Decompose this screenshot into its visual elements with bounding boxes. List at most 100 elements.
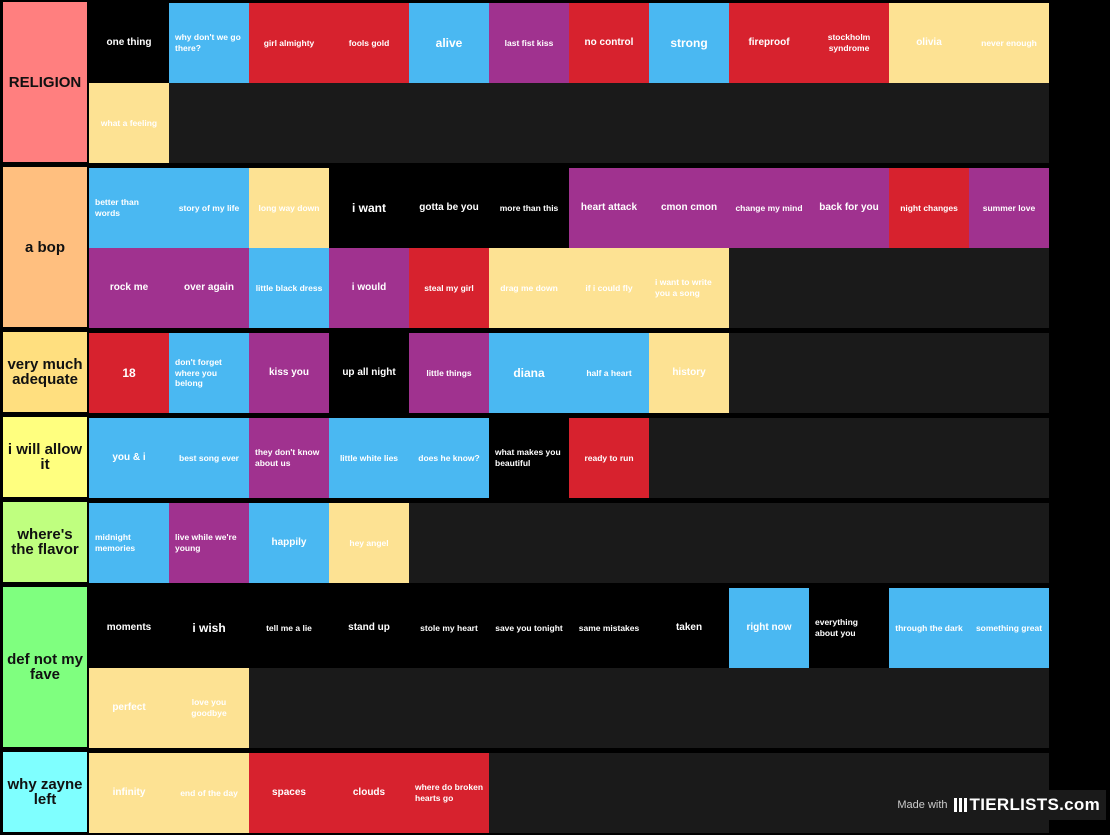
- tier-item-label: kiss you: [255, 367, 323, 380]
- tier-item-label: olivia: [895, 37, 963, 50]
- tier-item[interactable]: taken: [649, 588, 729, 668]
- tier-item[interactable]: little things: [409, 333, 489, 413]
- tier-item[interactable]: if i could fly: [569, 248, 649, 328]
- tier-item[interactable]: change my mind: [729, 168, 809, 248]
- tier-item[interactable]: midnight memories: [89, 503, 169, 583]
- tier-item[interactable]: cmon cmon: [649, 168, 729, 248]
- tier-item-label: something great: [975, 623, 1043, 634]
- tier-item-label: through the dark: [895, 623, 963, 634]
- tier-item[interactable]: olivia: [889, 3, 969, 83]
- tier-item[interactable]: live while we're young: [169, 503, 249, 583]
- tier-item[interactable]: heart attack: [569, 168, 649, 248]
- tier-item[interactable]: 18: [89, 333, 169, 413]
- tier-item-label: heart attack: [575, 202, 643, 215]
- tier-item-label: same mistakes: [575, 623, 643, 634]
- tier-item[interactable]: little black dress: [249, 248, 329, 328]
- tier-label[interactable]: where's the flavor: [3, 502, 87, 582]
- tier-item[interactable]: through the dark: [889, 588, 969, 668]
- tier-item[interactable]: ready to run: [569, 418, 649, 498]
- tier-item[interactable]: story of my life: [169, 168, 249, 248]
- tier-item[interactable]: something great: [969, 588, 1049, 668]
- tier-item[interactable]: rock me: [89, 248, 169, 328]
- tier-item[interactable]: what makes you beautiful: [489, 418, 569, 498]
- tier-item[interactable]: fireproof: [729, 3, 809, 83]
- tier-item[interactable]: i would: [329, 248, 409, 328]
- tier-item[interactable]: they don't know about us: [249, 418, 329, 498]
- tier-item[interactable]: summer love: [969, 168, 1049, 248]
- tier-item[interactable]: half a heart: [569, 333, 649, 413]
- tier-item[interactable]: up all night: [329, 333, 409, 413]
- tier-item[interactable]: diana: [489, 333, 569, 413]
- tier-label[interactable]: a bop: [3, 167, 87, 327]
- tier-label-text: def not my fave: [3, 652, 87, 682]
- tier-item-label: what makes you beautiful: [495, 447, 563, 468]
- tier-item[interactable]: you & i: [89, 418, 169, 498]
- tier-item-label: diana: [495, 366, 563, 381]
- tier-item[interactable]: stockholm syndrome: [809, 3, 889, 83]
- tier-item[interactable]: steal my girl: [409, 248, 489, 328]
- tier-item[interactable]: tell me a lie: [249, 588, 329, 668]
- tier-item[interactable]: end of the day: [169, 753, 249, 833]
- tier-item[interactable]: love you goodbye: [169, 668, 249, 748]
- tier-item-label: hey angel: [335, 538, 403, 549]
- tier-item[interactable]: more than this: [489, 168, 569, 248]
- tier-item[interactable]: i want: [329, 168, 409, 248]
- tier-label[interactable]: very much adequate: [3, 332, 87, 412]
- tier-item[interactable]: save you tonight: [489, 588, 569, 668]
- tier-item-label: love you goodbye: [175, 697, 243, 718]
- tier-label[interactable]: def not my fave: [3, 587, 87, 747]
- tier-label-text: why zayne left: [3, 777, 87, 807]
- tier-item[interactable]: where do broken hearts go: [409, 753, 489, 833]
- tier-item[interactable]: no control: [569, 3, 649, 83]
- tier-label[interactable]: i will allow it: [3, 417, 87, 497]
- tier-item[interactable]: night changes: [889, 168, 969, 248]
- tier-item[interactable]: little white lies: [329, 418, 409, 498]
- tier-item[interactable]: better than words: [89, 168, 169, 248]
- tier-item[interactable]: long way down: [249, 168, 329, 248]
- tier-item[interactable]: why don't we go there?: [169, 3, 249, 83]
- tier-item[interactable]: kiss you: [249, 333, 329, 413]
- tier-item[interactable]: one thing: [89, 3, 169, 83]
- tier-item-label: if i could fly: [575, 283, 643, 294]
- tier-item[interactable]: strong: [649, 3, 729, 83]
- tier-item[interactable]: stand up: [329, 588, 409, 668]
- tier-item[interactable]: hey angel: [329, 503, 409, 583]
- tier-item-label: stockholm syndrome: [815, 32, 883, 53]
- tier-item-label: night changes: [895, 203, 963, 214]
- tier-item[interactable]: right now: [729, 588, 809, 668]
- tier-item-label: right now: [735, 622, 803, 635]
- tier-item[interactable]: last fist kiss: [489, 3, 569, 83]
- tier-label-text: i will allow it: [3, 442, 87, 472]
- tier-item[interactable]: i want to write you a song: [649, 248, 729, 328]
- tier-item[interactable]: girl almighty: [249, 3, 329, 83]
- tier-item[interactable]: back for you: [809, 168, 889, 248]
- tier-label[interactable]: why zayne left: [3, 752, 87, 832]
- tier-item[interactable]: infinity: [89, 753, 169, 833]
- tier-item[interactable]: fools gold: [329, 3, 409, 83]
- tier-item[interactable]: history: [649, 333, 729, 413]
- tier-item[interactable]: don't forget where you belong: [169, 333, 249, 413]
- tier-item[interactable]: over again: [169, 248, 249, 328]
- tier-item[interactable]: drag me down: [489, 248, 569, 328]
- tier-item-label: summer love: [975, 203, 1043, 214]
- tier-item-label: everything about you: [815, 617, 883, 638]
- tier-item[interactable]: perfect: [89, 668, 169, 748]
- tier-item[interactable]: same mistakes: [569, 588, 649, 668]
- tier-item[interactable]: happily: [249, 503, 329, 583]
- tier-item[interactable]: everything about you: [809, 588, 889, 668]
- tier-item[interactable]: alive: [409, 3, 489, 83]
- tier-item[interactable]: stole my heart: [409, 588, 489, 668]
- tier-item-label: change my mind: [735, 203, 803, 214]
- tier-item[interactable]: does he know?: [409, 418, 489, 498]
- tier-item[interactable]: spaces: [249, 753, 329, 833]
- tier-item[interactable]: what a feeling: [89, 83, 169, 163]
- tier-item[interactable]: moments: [89, 588, 169, 668]
- tier-label[interactable]: RELIGION: [3, 2, 87, 162]
- tier-item[interactable]: best song ever: [169, 418, 249, 498]
- tier-item[interactable]: clouds: [329, 753, 409, 833]
- tier-item[interactable]: never enough: [969, 3, 1049, 83]
- tier-item[interactable]: i wish: [169, 588, 249, 668]
- tier-item[interactable]: gotta be you: [409, 168, 489, 248]
